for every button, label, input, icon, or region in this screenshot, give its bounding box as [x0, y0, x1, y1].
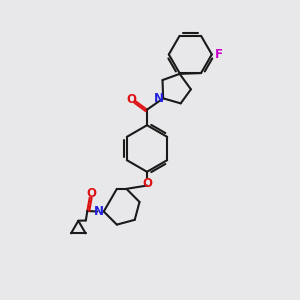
Text: O: O [127, 93, 137, 106]
Text: O: O [142, 177, 152, 190]
Text: N: N [94, 205, 104, 218]
Text: F: F [214, 48, 222, 61]
Text: O: O [86, 187, 96, 200]
Text: N: N [154, 92, 164, 104]
